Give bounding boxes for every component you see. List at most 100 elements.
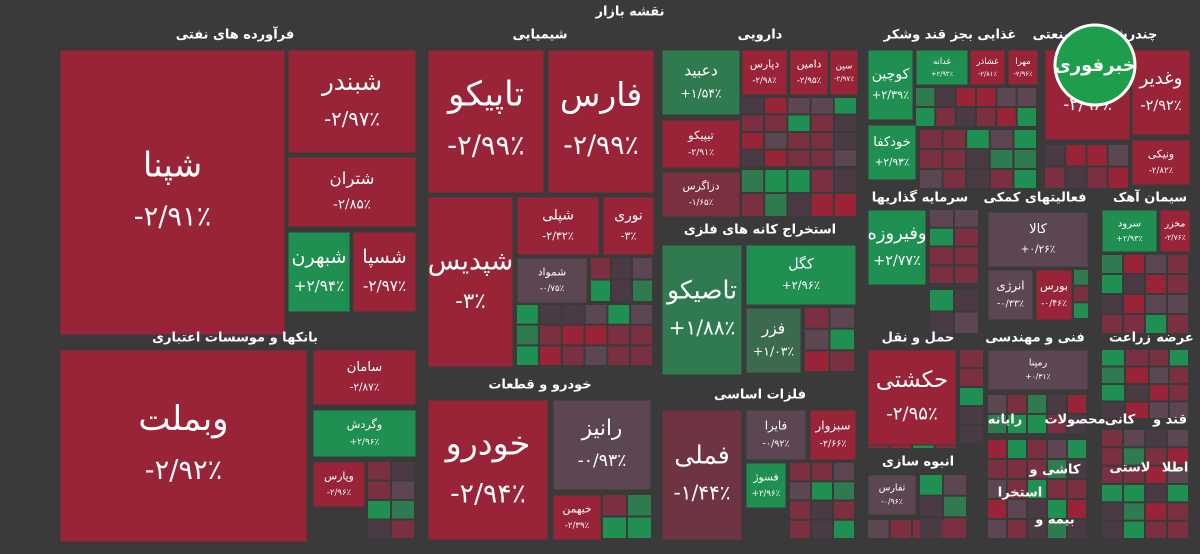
filler-tile <box>1102 295 1122 313</box>
filler-tile <box>955 266 978 283</box>
filler-tile <box>1168 275 1188 293</box>
filler-tile <box>1102 402 1124 418</box>
stock-change: -۱/۶۵٪ <box>689 198 714 208</box>
filler-tile <box>562 305 584 324</box>
filler-tile <box>1028 415 1046 433</box>
filler-tile <box>943 150 966 168</box>
stock-name: بورس <box>1040 280 1068 294</box>
filler-tile <box>943 130 966 148</box>
stock-tile <box>745 307 802 374</box>
filler-tile <box>1014 170 1036 188</box>
stock-name: وبملت <box>138 399 228 439</box>
filler-tile <box>997 88 1016 106</box>
stock-change: -۲/۳۲٪ <box>542 229 573 242</box>
filler-tile <box>955 312 978 333</box>
filler-tile <box>1126 402 1148 418</box>
filler-tile <box>930 290 953 311</box>
filler-tile <box>916 108 935 126</box>
filler-tile <box>585 325 607 345</box>
stock-change: -۲/۹۸٪ <box>752 76 777 86</box>
filler-tile <box>1170 385 1188 401</box>
stock-tile <box>829 49 859 96</box>
filler-tile <box>811 170 833 192</box>
filler-tile <box>1017 108 1036 126</box>
filler-tile <box>790 501 810 519</box>
stock-change: +۱/۵۴٪ <box>680 87 721 101</box>
sector-title: فنی و مهندسی <box>985 331 1085 346</box>
stock-tile <box>867 209 927 286</box>
filler-tile <box>988 480 1006 498</box>
filler-tile <box>1146 503 1166 520</box>
filler-tile <box>988 500 1006 518</box>
filler-tile <box>1146 295 1166 313</box>
filler-tile <box>812 463 832 481</box>
filler-tile <box>742 194 764 216</box>
stock-name: کالا <box>1029 222 1047 237</box>
filler-tile <box>1170 367 1188 383</box>
filler-tile <box>1124 503 1144 520</box>
filler-tile <box>920 475 942 495</box>
filler-tile <box>631 346 652 365</box>
sector-title: سرمایه گذاریها <box>872 190 968 206</box>
filler-tile <box>830 329 854 350</box>
filler-tile <box>1150 350 1168 366</box>
filler-tile <box>1068 520 1086 538</box>
stock-tile <box>789 49 829 96</box>
sector-title: کانی <box>1105 413 1136 428</box>
filler-tile <box>956 88 975 106</box>
stock-name: دامین <box>797 57 822 70</box>
filler-tile <box>368 520 390 538</box>
sector-title: عرضه <box>1156 331 1193 346</box>
filler-tile <box>1102 448 1122 465</box>
filler-tile <box>1048 460 1066 478</box>
filler-tile <box>392 481 414 499</box>
stock-name: فملی <box>674 440 730 469</box>
filler-tile <box>368 481 390 499</box>
filler-tile <box>1168 503 1188 520</box>
filler-tile <box>1168 466 1188 483</box>
filler-tile <box>1087 145 1107 166</box>
filler-tile <box>392 462 414 480</box>
filler-tile <box>1108 167 1128 188</box>
stock-tile <box>809 409 857 461</box>
stock-tile <box>987 349 1089 391</box>
stock-name: ثفارس <box>879 482 906 493</box>
filler-tile <box>920 518 942 538</box>
stock-tile <box>312 461 366 508</box>
sector-title: فرآورده های نفتی <box>176 26 295 43</box>
stock-tile <box>867 124 917 181</box>
filler-tile <box>1068 440 1086 458</box>
filler-tile <box>517 346 538 365</box>
sector-title: دارویی <box>738 28 783 43</box>
stock-change: +۱/۸۸٪ <box>669 315 735 339</box>
filler-tile <box>1168 295 1188 313</box>
stock-tile <box>661 49 741 116</box>
filler-tile <box>811 150 833 166</box>
filler-tile <box>1102 466 1122 483</box>
filler-tile <box>631 305 652 324</box>
filler-tile <box>1048 440 1066 458</box>
sector-title: اطلا <box>1162 461 1189 476</box>
stock-tile <box>427 196 514 368</box>
stock-name: شتران <box>329 169 374 188</box>
filler-tile <box>1102 367 1124 383</box>
stock-change: +۲/۷۷٪ <box>873 253 920 269</box>
stock-name: مخزر <box>1164 218 1186 229</box>
stock-tile <box>1035 269 1073 321</box>
stock-tile <box>867 349 957 446</box>
sector-title: شیمیایی <box>512 28 567 43</box>
stock-change: -۲/۷۶٪ <box>1164 233 1185 242</box>
filler-tile <box>1048 395 1066 413</box>
filler-tile <box>539 305 561 324</box>
filler-tile <box>967 130 989 148</box>
stock-name: دپارس <box>750 57 779 70</box>
filler-tile <box>591 280 610 301</box>
filler-tile <box>1102 315 1122 333</box>
stock-name: وگردش <box>347 417 383 432</box>
filler-tile <box>1168 315 1188 333</box>
stock-change: -۲/۹۶٪ <box>327 488 352 498</box>
stock-name: کوچین <box>872 66 910 82</box>
filler-tile <box>1126 367 1148 383</box>
stock-change: -۱/۴۴٪ <box>674 480 731 504</box>
filler-tile <box>1146 315 1166 333</box>
